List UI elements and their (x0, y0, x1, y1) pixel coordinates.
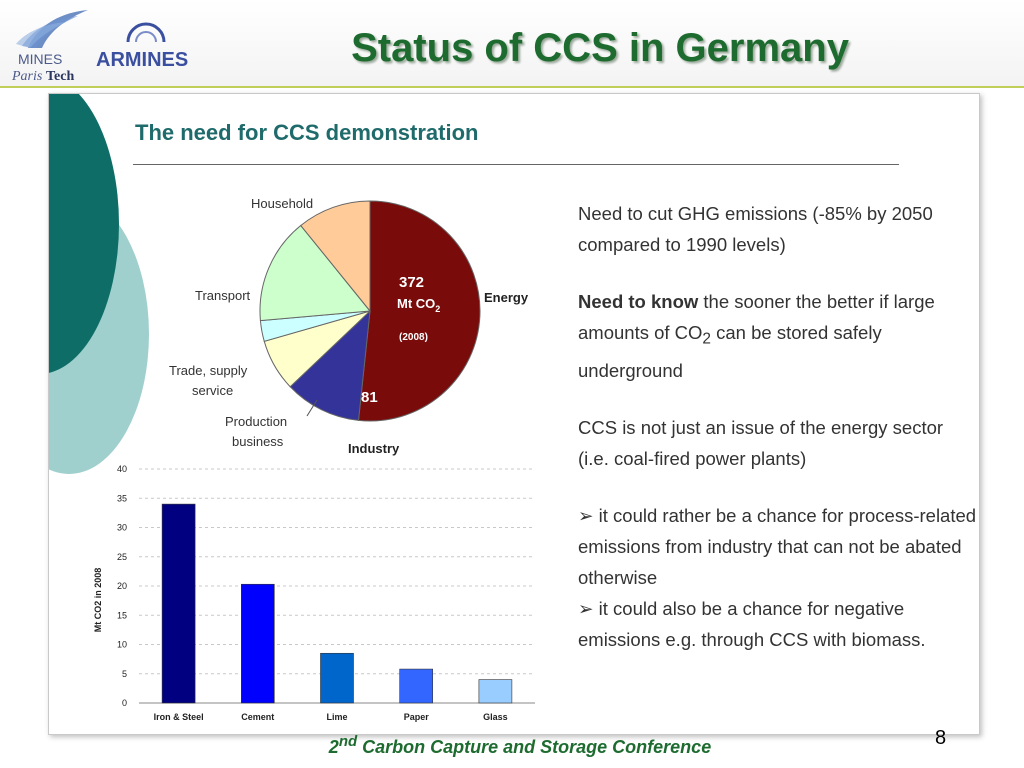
logo-mines-text: MINES (18, 51, 62, 67)
need-to-know-text-2: can be stored safely underground (578, 322, 882, 381)
paragraph-ccs-issue: CCS is not just an issue of the energy s… (578, 416, 944, 469)
panel-title: The need for CCS demonstration (135, 120, 479, 145)
bar-paper (399, 668, 434, 704)
logo-paris-text: Paris (11, 69, 43, 84)
paragraph-ghg: Need to cut GHG emissions (-85% by 2050 … (578, 203, 933, 255)
armines-logo: ARMINES (96, 22, 188, 71)
y-tick-label: 5 (122, 669, 127, 679)
bullet-arrow-icon: ➢ (578, 504, 594, 526)
production-label-line2: business (232, 434, 284, 449)
logo-tech-text: Tech (46, 69, 74, 84)
slide-title: Status of CCS in Germany (351, 26, 849, 70)
bullet-arrow-icon: ➢ (578, 597, 594, 619)
energy-year-label: (2008) (399, 332, 428, 343)
x-tick-label: Lime (326, 712, 347, 722)
household-label: Household (251, 196, 313, 211)
footer-conference-name: Carbon Capture and Storage Conference (357, 737, 712, 757)
bar-axis-labels: 0 5 10 15 20 25 30 35 40 Iron & Steel Cement Lime Pa… (117, 464, 508, 722)
logo-armines-text: ARMINES (96, 49, 188, 71)
header-divider (0, 86, 1024, 88)
x-tick-label: Glass (483, 712, 508, 722)
page-number: 8 (935, 727, 947, 749)
decorative-arcs (49, 94, 149, 474)
energy-unit-label: Mt CO2 (397, 296, 440, 314)
trade-label-line2: service (192, 383, 233, 398)
y-tick-label: 35 (117, 493, 127, 503)
x-tick-label: Iron & Steel (154, 712, 204, 722)
bar-y-axis-title: Mt CO2 in 2008 (93, 568, 103, 633)
slide-header: MINES Paris Tech ARMINES Status of CCS i… (0, 0, 1024, 88)
title-rule (133, 164, 899, 165)
pie-slice-energy (357, 200, 481, 422)
pie-slice-industry (289, 309, 371, 421)
co2-subscript: 2 (702, 330, 711, 348)
bullet-negative-text: it could also be a chance for negative e… (578, 597, 926, 650)
bar-series (161, 503, 513, 704)
bar-lime (320, 652, 354, 704)
content-panel: The need for CCS demonstration 372 Mt CO… (48, 93, 980, 735)
bar-glass (478, 679, 513, 704)
y-tick-label: 30 (117, 523, 127, 533)
industry-bar-chart: 0 5 10 15 20 25 30 35 40 Iron & Steel Cement Lime Pa… (93, 464, 535, 722)
need-to-know-bold: Need to know (578, 291, 699, 312)
emissions-pie-chart: 372 Mt CO2 (2008) 81 Household Transport… (169, 196, 529, 456)
y-tick-label: 0 (122, 698, 127, 708)
footer-ordinal: 2 (328, 737, 339, 757)
paragraph-need-to-know: Need to know the sooner the better if la… (578, 286, 978, 386)
industry-label: Industry (348, 441, 400, 456)
transport-label: Transport (195, 288, 251, 303)
footer-ordinal-suffix: nd (338, 733, 358, 750)
mines-paristech-logo: MINES Paris Tech (11, 10, 88, 84)
footer-conference: 2nd Carbon Capture and Storage Conferenc… (220, 733, 820, 758)
bullet-process: ➢ it could rather be a chance for proces… (578, 500, 978, 593)
energy-label: Energy (484, 290, 529, 305)
energy-value-label: 372 (399, 274, 424, 291)
production-label-line1: Production (225, 414, 287, 429)
need-to-know-text-1: the sooner the better if large amounts o… (578, 291, 935, 343)
industry-value-label: 81 (361, 389, 378, 406)
x-tick-label: Cement (241, 712, 274, 722)
bar-iron-steel (161, 503, 196, 704)
y-tick-label: 15 (117, 610, 127, 620)
bullet-negative: ➢ it could also be a chance for negative… (578, 593, 978, 655)
production-leader-line (306, 399, 318, 417)
x-tick-label: Paper (404, 712, 430, 722)
trade-label-line1: Trade, supply (169, 363, 248, 378)
pie-slices (259, 200, 481, 422)
y-tick-label: 40 (117, 464, 127, 474)
bullet-process-text: it could rather be a chance for process-… (578, 504, 977, 588)
text-block: Need to cut GHG emissions (-85% by 2050 … (578, 198, 978, 655)
pie-slice-transport (259, 224, 371, 322)
y-tick-label: 25 (117, 552, 127, 562)
bar-cement (241, 583, 275, 704)
y-tick-label: 20 (117, 581, 127, 591)
y-tick-label: 10 (117, 640, 127, 650)
pie-slice-household (300, 200, 371, 313)
